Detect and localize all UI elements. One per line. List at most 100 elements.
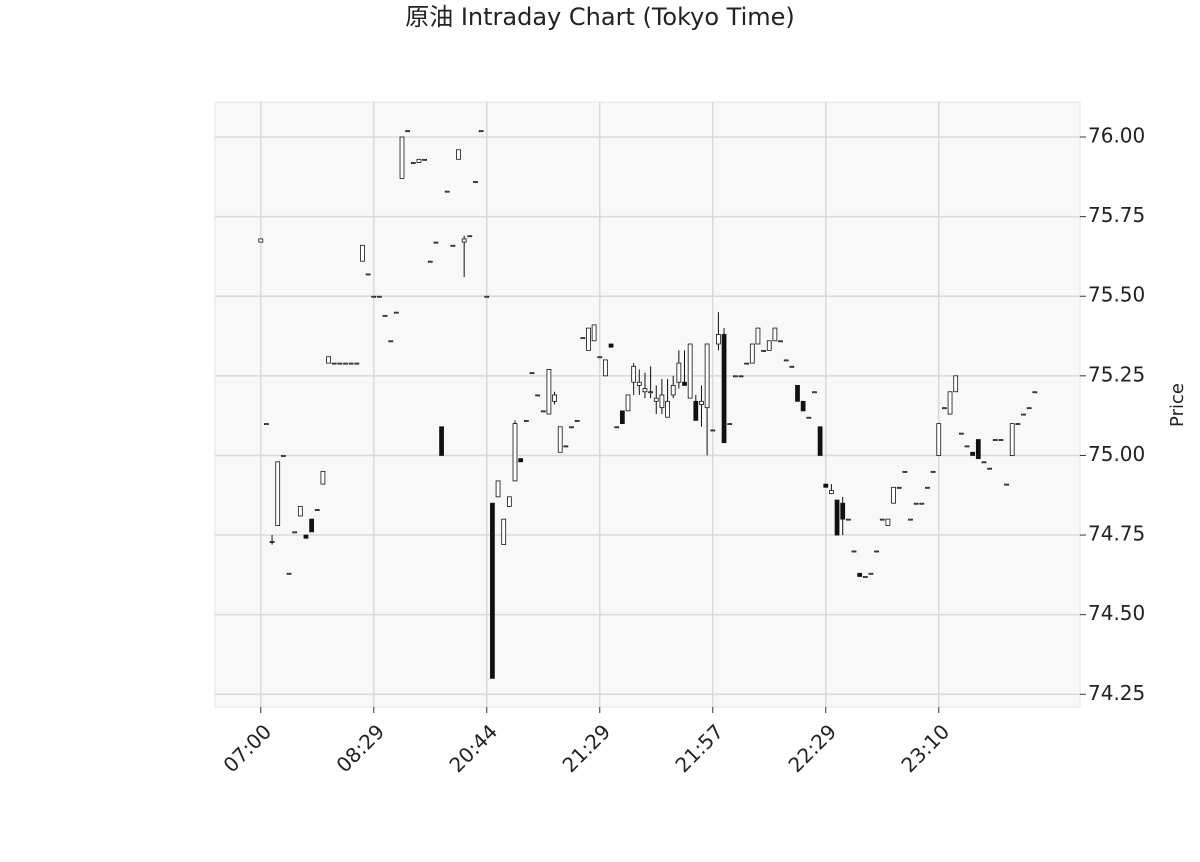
candle-body	[280, 455, 286, 457]
candle-body	[868, 572, 874, 575]
candle-body	[506, 496, 512, 507]
candle-body	[388, 340, 394, 343]
candle-body	[800, 400, 806, 412]
candle-body	[540, 410, 546, 413]
candle-body	[942, 407, 947, 410]
candle-body	[783, 359, 789, 362]
candle-body	[670, 384, 676, 396]
candle-body	[659, 394, 665, 409]
candle-body	[309, 518, 314, 533]
candle-body	[879, 518, 885, 521]
candle-body	[614, 426, 620, 429]
candle-body	[964, 445, 970, 448]
y-tick-label: 75.75	[1088, 203, 1145, 227]
candle-body	[806, 416, 812, 419]
candle-body	[535, 394, 540, 397]
candle-body	[992, 439, 998, 441]
candle-body	[416, 158, 422, 163]
candle-body	[885, 518, 891, 526]
chart-title: 原油 Intraday Chart (Tokyo Time)	[405, 3, 795, 31]
candle-body	[732, 375, 738, 378]
candle-body	[665, 400, 670, 418]
candle-body	[851, 550, 857, 553]
candle-body	[908, 518, 913, 521]
x-tick-label: 20:44	[444, 719, 502, 777]
candle-body	[958, 432, 964, 435]
candle-body	[343, 362, 348, 365]
x-tick-label: 21:57	[670, 719, 728, 777]
candle-body	[704, 343, 710, 409]
candle-body	[410, 162, 416, 164]
candle-body	[845, 518, 851, 521]
candle-body	[636, 381, 642, 386]
candle-body	[789, 365, 795, 368]
candle-body	[529, 372, 535, 375]
candle-body	[501, 518, 507, 546]
y-tick-label: 75.25	[1088, 362, 1145, 386]
candle-body	[591, 324, 597, 342]
candle-body	[450, 244, 456, 247]
candle-body	[930, 470, 936, 473]
candle-body	[297, 505, 303, 517]
candle-body	[817, 426, 823, 456]
y-tick-label: 75.50	[1088, 283, 1145, 307]
candle-body	[902, 470, 908, 473]
candle-body	[687, 343, 693, 399]
candle-body	[778, 340, 783, 343]
candle-body	[749, 343, 755, 364]
candle-body	[953, 375, 959, 393]
candle-body	[975, 439, 981, 460]
candle-body	[682, 381, 687, 386]
candle-body	[857, 572, 863, 577]
candle-body	[286, 572, 292, 575]
candle-body	[812, 391, 817, 394]
candle-body	[631, 365, 637, 383]
candle-body	[1009, 423, 1015, 456]
candle-body	[490, 502, 495, 679]
candle-body	[427, 260, 433, 263]
candle-body	[642, 388, 648, 393]
candle-body	[574, 420, 580, 422]
candle-body	[354, 362, 360, 365]
candle-body	[1032, 391, 1038, 394]
candle-body	[422, 158, 427, 161]
candle-body	[563, 445, 569, 448]
candle-body	[348, 362, 354, 365]
candle-body	[947, 391, 953, 415]
candle-body	[721, 334, 727, 444]
candle-body	[913, 502, 919, 505]
candle-body	[331, 362, 337, 365]
candle-body	[919, 502, 925, 505]
candle-body	[258, 238, 264, 243]
x-tick-label: 07:00	[218, 719, 276, 777]
candle-body	[834, 499, 840, 536]
candle-body	[314, 509, 320, 511]
candle-body	[360, 244, 365, 262]
candle-body	[744, 362, 750, 365]
candle-body	[603, 359, 608, 377]
candle-body	[874, 550, 879, 553]
candle-body	[467, 235, 473, 238]
candle-body	[569, 426, 574, 429]
candle-body	[444, 190, 450, 193]
plot-area	[214, 101, 1081, 708]
candle-body	[891, 486, 896, 504]
candle-body	[557, 426, 563, 453]
candle-body	[981, 461, 987, 464]
x-tick-label: 21:29	[557, 719, 615, 777]
candle-body	[761, 349, 766, 352]
candle-body	[337, 362, 343, 365]
candle-body	[710, 429, 716, 432]
candle-body	[766, 340, 772, 351]
candle-body	[936, 423, 942, 456]
candle-body	[597, 356, 603, 359]
candle-body	[382, 314, 388, 317]
candle-body	[495, 480, 501, 498]
candle-body	[461, 238, 467, 243]
candle-body	[829, 490, 834, 495]
x-tick-label: 08:29	[331, 719, 389, 777]
candle-body	[303, 534, 309, 539]
candle-body	[823, 483, 829, 488]
candle-body	[275, 461, 281, 526]
